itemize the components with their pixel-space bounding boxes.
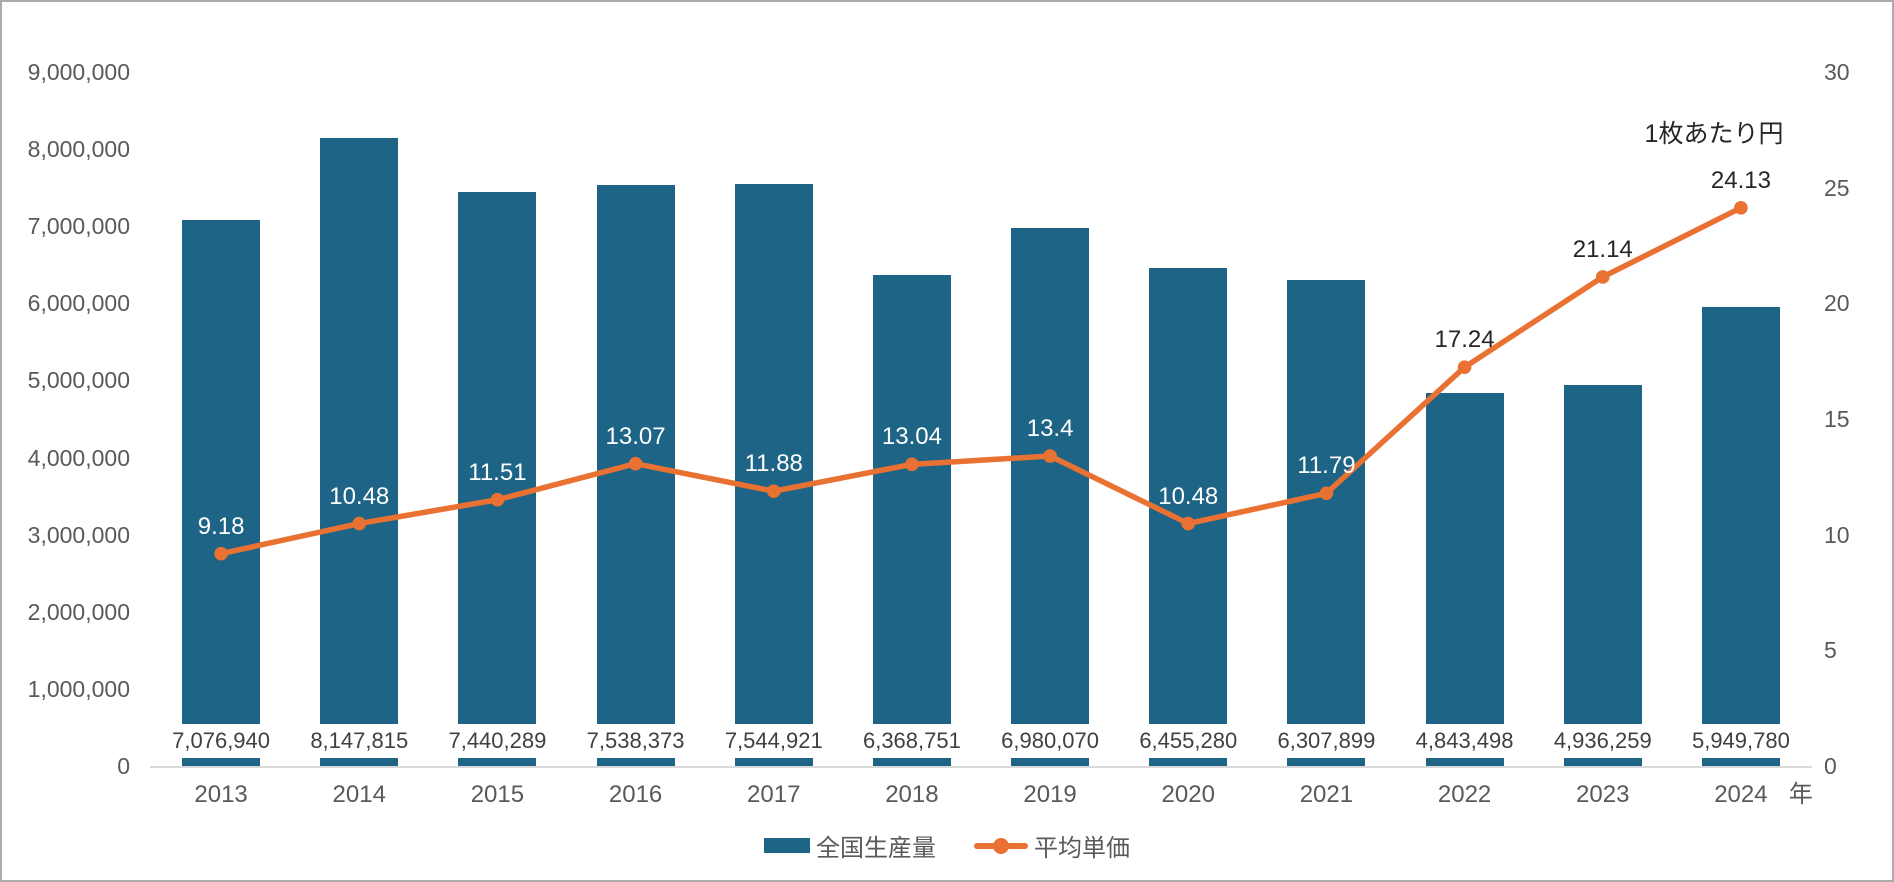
bar-value-label-2015: 7,440,289 bbox=[441, 724, 554, 758]
price-label-2015: 11.51 bbox=[468, 458, 527, 486]
legend: 全国生産量 平均単価 bbox=[2, 828, 1892, 863]
bar-value-label-2020: 6,455,280 bbox=[1132, 724, 1245, 758]
bar-value-label-2016: 7,538,373 bbox=[579, 724, 692, 758]
right-axis-tick: 0 bbox=[1824, 753, 1837, 779]
price-point-2020[interactable] bbox=[1181, 516, 1196, 531]
price-line-path[interactable] bbox=[218, 205, 1744, 557]
right-axis-tick: 5 bbox=[1824, 637, 1837, 664]
bar-2017[interactable] bbox=[734, 184, 813, 766]
x-axis-label-2024: 2024 bbox=[1714, 781, 1768, 808]
price-label-2020: 10.48 bbox=[1158, 482, 1219, 510]
left-axis-tick: 1,000,000 bbox=[27, 675, 130, 702]
bar-2018[interactable] bbox=[872, 274, 951, 766]
bar-2013[interactable] bbox=[182, 220, 261, 766]
x-axis-label-2018: 2018 bbox=[885, 781, 939, 808]
price-point-2014[interactable] bbox=[352, 516, 367, 531]
line-series-swatch-icon bbox=[974, 837, 1028, 854]
price-point-2019[interactable] bbox=[1043, 449, 1057, 463]
price-point-2021[interactable] bbox=[1319, 486, 1334, 501]
bar-2022[interactable] bbox=[1425, 392, 1504, 766]
bar-2014[interactable] bbox=[320, 137, 399, 766]
x-axis-label-2021: 2021 bbox=[1299, 781, 1354, 808]
secondary-axis-unit-label: 1枚あたり円 bbox=[1644, 120, 1784, 148]
x-axis-label-2019: 2019 bbox=[1023, 781, 1077, 808]
bar-value-label-2013: 7,076,940 bbox=[165, 724, 278, 758]
left-axis-tick: 9,000,000 bbox=[27, 59, 130, 85]
legend-item-production[interactable]: 全国生産量 bbox=[764, 828, 936, 863]
left-axis-tick: 3,000,000 bbox=[27, 521, 130, 548]
left-axis-tick: 7,000,000 bbox=[27, 213, 130, 240]
legend-label-price: 平均単価 bbox=[1034, 835, 1130, 862]
left-axis-tick: 8,000,000 bbox=[27, 136, 130, 163]
price-point-2023[interactable] bbox=[1595, 270, 1610, 284]
price-point-2013[interactable] bbox=[214, 546, 228, 561]
bar-2023[interactable] bbox=[1563, 385, 1642, 766]
left-axis-tick: 6,000,000 bbox=[27, 290, 130, 317]
price-label-2018: 13.04 bbox=[881, 423, 942, 451]
x-axis-label-2014: 2014 bbox=[332, 781, 386, 808]
bar-2019[interactable] bbox=[1011, 227, 1090, 766]
bar-value-label-2024: 5,949,780 bbox=[1684, 724, 1797, 758]
x-axis-label-2022: 2022 bbox=[1437, 781, 1492, 808]
price-label-2019: 13.4 bbox=[1026, 415, 1074, 442]
price-point-2016[interactable] bbox=[628, 456, 643, 471]
price-point-2018[interactable] bbox=[905, 457, 919, 472]
right-axis-tick: 10 bbox=[1824, 521, 1850, 548]
bar-value-label-2018: 6,368,751 bbox=[855, 724, 968, 758]
x-axis-label-2023: 2023 bbox=[1576, 781, 1630, 808]
left-axis-tick: 4,000,000 bbox=[27, 444, 130, 471]
price-point-2015[interactable] bbox=[490, 492, 505, 507]
price-label-2021: 11.79 bbox=[1297, 452, 1356, 480]
bar-value-label-2023: 4,936,259 bbox=[1546, 724, 1659, 758]
price-label-2013: 9.18 bbox=[197, 512, 245, 540]
left-axis-tick: 2,000,000 bbox=[27, 598, 130, 625]
price-label-2017: 11.88 bbox=[744, 450, 803, 478]
bar-value-label-2019: 6,980,070 bbox=[994, 724, 1107, 758]
x-axis-label-2020: 2020 bbox=[1161, 781, 1215, 808]
x-axis-label-2017: 2017 bbox=[747, 781, 801, 808]
price-label-2016: 13.07 bbox=[605, 422, 666, 450]
price-label-2023: 21.14 bbox=[1572, 235, 1633, 263]
right-axis-tick: 25 bbox=[1824, 174, 1850, 201]
price-label-2022: 17.24 bbox=[1434, 326, 1495, 354]
bar-2024[interactable] bbox=[1701, 307, 1780, 766]
line-marker-dot-icon bbox=[993, 837, 1009, 854]
price-label-2014: 10.48 bbox=[329, 482, 390, 510]
right-axis-tick: 30 bbox=[1824, 59, 1850, 85]
x-axis-label-2013: 2013 bbox=[194, 781, 248, 808]
bar-value-label-2021: 6,307,899 bbox=[1270, 724, 1383, 758]
bar-2021[interactable] bbox=[1287, 279, 1366, 766]
price-point-2024[interactable] bbox=[1734, 200, 1748, 215]
price-point-2017[interactable] bbox=[766, 484, 781, 498]
left-axis-tick: 0 bbox=[117, 753, 130, 779]
x-axis-label-2016: 2016 bbox=[608, 781, 663, 808]
right-axis-tick: 20 bbox=[1824, 290, 1850, 317]
bar-2016[interactable] bbox=[596, 184, 675, 766]
bar-2015[interactable] bbox=[458, 192, 537, 766]
price-point-2022[interactable] bbox=[1457, 360, 1472, 374]
x-axis-label-2015: 2015 bbox=[470, 781, 525, 808]
right-axis-tick: 15 bbox=[1824, 406, 1850, 432]
x-axis-suffix-label: 年 bbox=[1788, 781, 1813, 808]
left-axis-tick: 5,000,000 bbox=[27, 367, 130, 394]
bar-value-label-2014: 8,147,815 bbox=[303, 724, 416, 758]
legend-item-price[interactable]: 平均単価 bbox=[974, 828, 1130, 863]
bar-series-swatch-icon bbox=[764, 838, 810, 853]
x-axis-line bbox=[150, 766, 1812, 768]
bar-value-label-2017: 7,544,921 bbox=[717, 724, 830, 758]
legend-label-production: 全国生産量 bbox=[816, 835, 936, 862]
price-label-2024: 24.13 bbox=[1710, 166, 1771, 194]
bar-value-label-2022: 4,843,498 bbox=[1408, 724, 1521, 758]
